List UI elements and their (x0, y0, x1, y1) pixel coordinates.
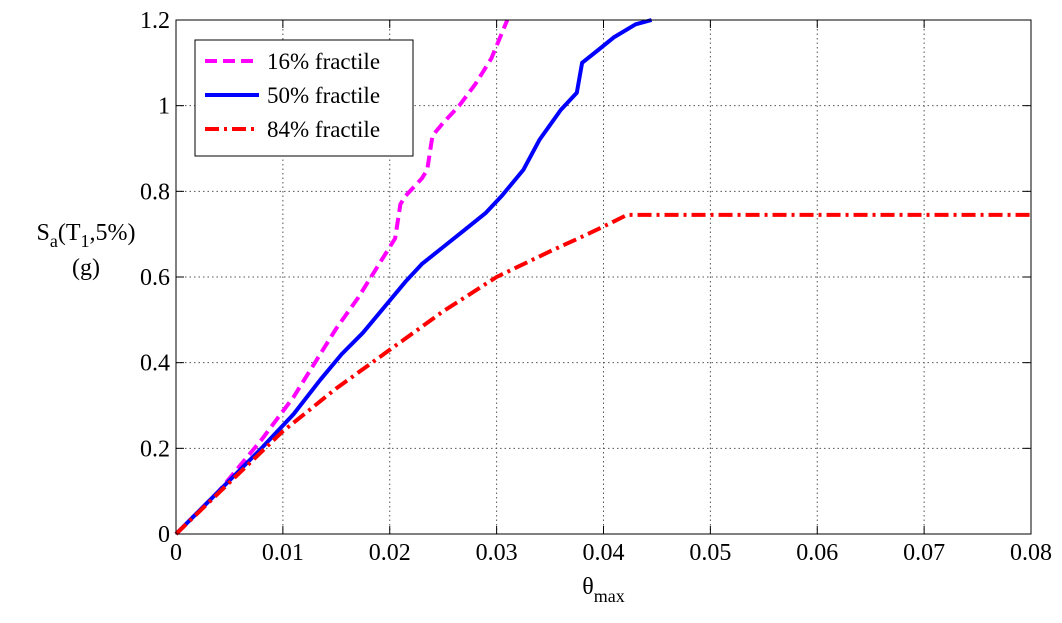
legend-label-3: 84% fractile (267, 117, 380, 142)
y-axis-label-base: S (37, 220, 50, 246)
series-line-3 (174, 212, 1031, 536)
tick-labels: 0 0.01 0.02 0.03 0.04 0.05 0.06 0.07 0.08 0 0.2 0.4… (140, 8, 1052, 566)
x-tick-label: 0.06 (796, 540, 838, 566)
y-axis-label-end: ,5%) (90, 220, 136, 246)
series-layer (174, 18, 1031, 536)
y-axis-label-sub1: a (50, 231, 58, 251)
x-tick-label: 0.01 (262, 540, 304, 566)
x-axis-label: θmax (582, 574, 625, 606)
x-axis-label-base: θ (582, 574, 594, 600)
x-tick-label: 0.03 (476, 540, 518, 566)
legend-label-2: 50% fractile (267, 83, 380, 108)
ticks (175, 19, 1032, 535)
x-axis-label-subscript: max (594, 586, 625, 606)
x-tick-label: 0.04 (583, 540, 625, 566)
series-line-1 (174, 19, 510, 536)
y-tick-label: 1 (158, 94, 170, 120)
y-axis-label-mid: (T (58, 220, 81, 246)
x-tick-label: 0.08 (1010, 540, 1052, 566)
y-tick-label: 0.4 (140, 351, 170, 377)
legend-items: 16% fractile 50% fractile 84% fractile (205, 49, 380, 142)
y-tick-label: 0.2 (140, 436, 170, 462)
y-tick-label: 0.6 (140, 265, 170, 291)
x-tick-label: 0.02 (369, 540, 411, 566)
y-tick-label: 0.8 (140, 179, 170, 205)
x-tick-label: 0.05 (689, 540, 731, 566)
x-tick-label: 0 (170, 540, 182, 566)
series-line-2 (174, 18, 653, 536)
y-axis-label-line1: Sa(T1,5%) (37, 220, 136, 251)
x-tick-label: 0.07 (903, 540, 945, 566)
y-axis-label-line2: (g) (72, 255, 100, 281)
legend: 16% fractile 50% fractile 84% fractile (194, 39, 414, 157)
y-tick-label: 0 (158, 522, 170, 548)
y-axis-label-sub2: 1 (81, 231, 90, 251)
y-tick-label: 1.2 (140, 8, 170, 34)
legend-label-1: 16% fractile (267, 49, 380, 74)
